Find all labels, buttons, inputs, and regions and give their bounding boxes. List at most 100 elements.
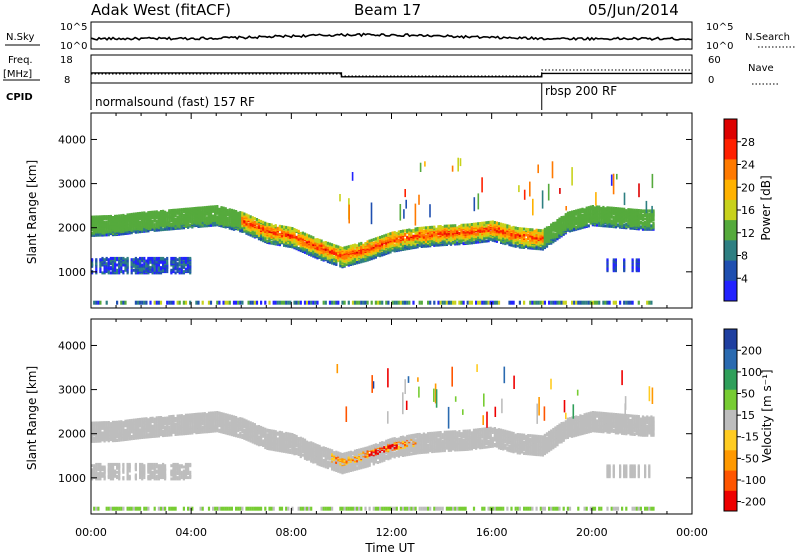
power-cell xyxy=(491,220,494,224)
power-cell xyxy=(345,260,348,264)
power-cell xyxy=(537,164,539,174)
power-cell xyxy=(130,258,133,262)
velocity-cell xyxy=(116,439,119,442)
power-cell xyxy=(272,224,275,228)
power-cell xyxy=(162,221,165,225)
power-cell xyxy=(222,212,225,216)
power-cell xyxy=(360,241,363,245)
power-cell xyxy=(593,300,597,305)
power-cell xyxy=(266,239,269,243)
power-cell xyxy=(93,300,96,305)
power-cell xyxy=(550,228,553,231)
power-cell xyxy=(445,300,448,305)
power-cell xyxy=(454,300,457,305)
nave-trace xyxy=(91,69,692,77)
power-cell xyxy=(260,300,263,305)
power-cell xyxy=(164,267,167,271)
power-cell xyxy=(404,238,407,242)
power-cell xyxy=(174,217,177,221)
power-cell xyxy=(358,259,361,263)
power-cell xyxy=(114,232,117,235)
velocity-cell xyxy=(118,430,121,434)
power-cell xyxy=(405,199,407,209)
power-cell xyxy=(232,218,236,222)
power-cell xyxy=(260,237,263,241)
power-cell xyxy=(116,263,119,267)
power-cell xyxy=(376,238,380,242)
power-cell xyxy=(616,215,620,219)
power-cell xyxy=(379,300,382,305)
power-cell xyxy=(497,300,501,305)
freq-panel: 18 8 60 0 Freq. [MHz] Nave xyxy=(3,54,778,86)
power-cell xyxy=(335,255,338,258)
power-cell xyxy=(159,300,163,305)
power-cell xyxy=(433,232,436,236)
power-cell xyxy=(276,300,279,305)
power-cell xyxy=(408,240,411,243)
power-cell xyxy=(170,259,173,263)
power-cell xyxy=(155,256,158,260)
power-cell xyxy=(209,300,213,305)
velocity-cell xyxy=(114,431,117,435)
power-cell xyxy=(349,244,352,248)
power-cell xyxy=(95,267,98,271)
power-cell xyxy=(243,224,246,227)
y-tick-label: 2000 xyxy=(58,222,86,235)
power-cell xyxy=(118,256,121,260)
power-cell xyxy=(353,243,357,247)
power-cell xyxy=(318,238,321,242)
power-cell xyxy=(301,231,304,235)
power-cell xyxy=(141,211,144,215)
power-cell xyxy=(257,228,261,232)
power-cell xyxy=(109,214,112,218)
power-cell xyxy=(518,300,521,305)
power-cell xyxy=(97,300,100,305)
power-cell xyxy=(435,239,438,243)
power-cell xyxy=(203,221,206,224)
power-cell xyxy=(619,215,622,219)
nave-label: Nave xyxy=(748,63,774,74)
power-cell xyxy=(468,300,471,305)
power-cell xyxy=(614,260,617,263)
velocity-cell xyxy=(105,424,108,428)
power-cell xyxy=(449,300,453,305)
power-cell xyxy=(637,212,640,216)
power-cell xyxy=(602,212,605,216)
power-cell xyxy=(262,220,265,224)
power-cell xyxy=(335,244,338,248)
power-cell xyxy=(381,245,384,249)
power-cell xyxy=(182,207,185,211)
power-cell xyxy=(487,229,490,232)
power-cell xyxy=(485,236,488,240)
power-cell xyxy=(101,215,104,219)
power-cell xyxy=(596,300,599,305)
power-cell xyxy=(593,216,597,220)
power-cell xyxy=(283,225,286,229)
power-cell xyxy=(172,208,175,212)
power-cell xyxy=(99,267,102,271)
power-cell xyxy=(445,224,448,228)
power-cell xyxy=(424,234,428,238)
power-cell xyxy=(128,213,131,217)
power-cell xyxy=(372,238,375,242)
velocity-cell xyxy=(91,421,94,425)
power-cell xyxy=(331,300,334,305)
power-cell xyxy=(508,240,511,244)
power-cell xyxy=(518,234,521,238)
power-cell xyxy=(591,300,594,305)
power-cell xyxy=(606,267,609,271)
power-cell xyxy=(518,239,521,243)
velocity-cell xyxy=(91,464,94,468)
power-cell xyxy=(320,241,323,245)
power-cell xyxy=(145,264,148,268)
power-cell xyxy=(539,229,542,233)
power-cell xyxy=(460,228,463,232)
power-cell xyxy=(370,242,373,246)
power-cell xyxy=(239,300,242,305)
power-cell xyxy=(295,235,298,239)
station-title: Adak West (fitACF) xyxy=(91,1,231,19)
power-cell xyxy=(587,300,590,305)
power-cell xyxy=(353,300,357,305)
power-cell xyxy=(176,258,179,262)
power-cell xyxy=(295,246,298,250)
